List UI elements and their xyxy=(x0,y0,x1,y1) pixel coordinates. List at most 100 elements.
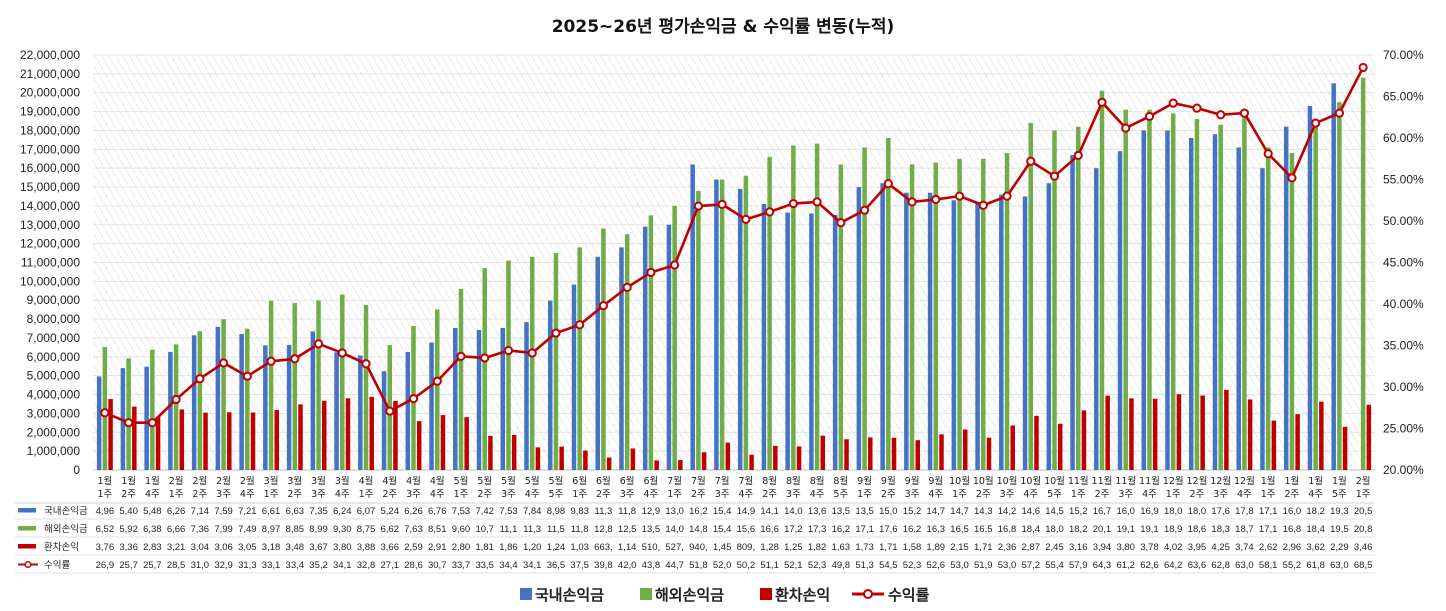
table-cell: 26,9 xyxy=(96,560,115,571)
table-cell: 33,1 xyxy=(262,560,281,571)
table-cell: 11,3 xyxy=(595,506,613,517)
table-cell: 52,3 xyxy=(903,560,922,571)
bar-overseas xyxy=(1170,113,1176,471)
table-cell: 18,4 xyxy=(1022,524,1041,535)
table-cell: 35,2 xyxy=(309,560,328,571)
bar-domestic xyxy=(358,355,363,470)
category-week: 4주 xyxy=(525,489,540,500)
bar-overseas xyxy=(1075,126,1081,470)
category-week: 4주 xyxy=(1308,489,1323,500)
bar-fx xyxy=(203,412,208,470)
left-tick-label: 8,000,000 xyxy=(27,312,81,326)
bar-overseas xyxy=(1099,90,1105,470)
yield-point xyxy=(978,200,988,210)
table-cell: 4,96 xyxy=(96,506,115,517)
bar-domestic xyxy=(239,333,244,470)
table-cell: 37,5 xyxy=(570,560,589,571)
table-cell: 19,1 xyxy=(1140,524,1159,535)
left-tick-label: 15,000,000 xyxy=(20,180,80,194)
table-cell: 3,62 xyxy=(1306,542,1325,553)
category-week: 1주 xyxy=(264,489,279,500)
category-month: 10월 xyxy=(973,475,994,487)
category-month: 9월 xyxy=(928,475,943,487)
bar-fx xyxy=(559,446,564,470)
table-cell: 2,29 xyxy=(1330,542,1349,553)
table-cell: 7,63 xyxy=(404,524,423,535)
table-cell: 20,8 xyxy=(1354,524,1373,535)
category-month: 1월 xyxy=(121,475,136,487)
category-month: 6월 xyxy=(596,475,611,487)
bar-domestic xyxy=(951,200,957,470)
category-week: 1주 xyxy=(1071,489,1086,500)
left-tick-label: 14,000,000 xyxy=(20,199,80,213)
table-cell: 16,0 xyxy=(1116,506,1135,517)
table-cell: 36,5 xyxy=(547,560,566,571)
yield-point xyxy=(1002,191,1012,201)
table-cell: 50,2 xyxy=(737,560,756,571)
bar-domestic xyxy=(1212,134,1218,470)
category-week: 2주 xyxy=(1095,489,1110,500)
table-cell: 31,0 xyxy=(191,560,210,571)
bar-domestic xyxy=(1260,168,1265,470)
table-cell: 6,07 xyxy=(357,506,376,517)
yield-point xyxy=(503,345,514,356)
category-week: 3주 xyxy=(620,489,635,500)
category-month: 5월 xyxy=(501,475,516,487)
table-cell: 9,60 xyxy=(452,524,471,535)
category-month: 1월 xyxy=(1332,475,1347,487)
category-month: 10월 xyxy=(949,475,970,487)
bar-overseas xyxy=(482,268,487,470)
left-tick-label: 13,000,000 xyxy=(20,218,80,232)
table-cell: 55,4 xyxy=(1045,560,1064,571)
bar-fx xyxy=(844,439,849,470)
bar-domestic xyxy=(809,213,814,471)
table-cell: 18,6 xyxy=(1188,524,1207,535)
table-cell: 14,3 xyxy=(974,506,993,517)
bar-fx xyxy=(1319,401,1324,470)
bar-domestic xyxy=(927,192,933,471)
category-week: 2주 xyxy=(192,489,207,500)
bar-overseas xyxy=(1028,122,1034,470)
table-cell: 43,8 xyxy=(642,560,661,571)
bar-overseas xyxy=(1337,102,1342,470)
table-cell: 1,03 xyxy=(570,542,589,553)
table-cell: 17,6 xyxy=(879,524,898,535)
table-cell: 17,3 xyxy=(808,524,827,535)
table-cell: 1,14 xyxy=(618,542,637,553)
table-cell: 17,1 xyxy=(855,524,874,535)
category-month: 11월 xyxy=(1139,475,1160,487)
bar-fx xyxy=(393,400,398,470)
bar-domestic xyxy=(144,366,149,470)
table-cell: 14,7 xyxy=(927,506,946,517)
yield-point xyxy=(100,408,110,418)
bar-fx xyxy=(1271,420,1277,470)
table-cell: 16,0 xyxy=(1283,506,1302,517)
table-cell: 18,3 xyxy=(1211,524,1230,535)
category-labels: 1월 1주 1월 2주 1월 4주 2월 1주 2월 2주 2월 3주 2월 4주 3월 1주 3월 2주 3월 3주… xyxy=(97,475,1370,500)
table-cell: 3,16 xyxy=(1069,542,1088,553)
bar-fx xyxy=(1034,415,1039,470)
category-month: 7월 xyxy=(691,475,706,487)
table-cell: 3,88 xyxy=(357,542,376,553)
category-month: 4월 xyxy=(406,475,421,487)
yield-point xyxy=(765,207,775,217)
table-cell: 55,2 xyxy=(1283,560,1302,571)
table-cell: 2,15 xyxy=(950,542,969,553)
category-month: 1월 xyxy=(1285,475,1300,487)
left-tick-label: 7,000,000 xyxy=(27,331,81,345)
category-month: 8월 xyxy=(833,475,848,487)
table-cell: 18,0 xyxy=(1188,506,1207,517)
category-week: 5주 xyxy=(1047,489,1062,500)
bar-domestic xyxy=(1117,151,1123,471)
bar-overseas xyxy=(1265,147,1271,470)
left-tick-label: 0 xyxy=(73,463,80,477)
table-cell: 1,89 xyxy=(927,542,946,553)
right-tick-label: 20.00% xyxy=(1383,463,1424,477)
category-month: 7월 xyxy=(738,475,753,487)
bar-overseas xyxy=(1123,109,1128,471)
bar-fx xyxy=(298,404,303,470)
table-cell: 17,1 xyxy=(1259,506,1278,517)
table-cell: 3,06 xyxy=(214,542,233,553)
table-cell: 3,05 xyxy=(238,542,257,553)
table-cell: 16,6 xyxy=(760,524,779,535)
